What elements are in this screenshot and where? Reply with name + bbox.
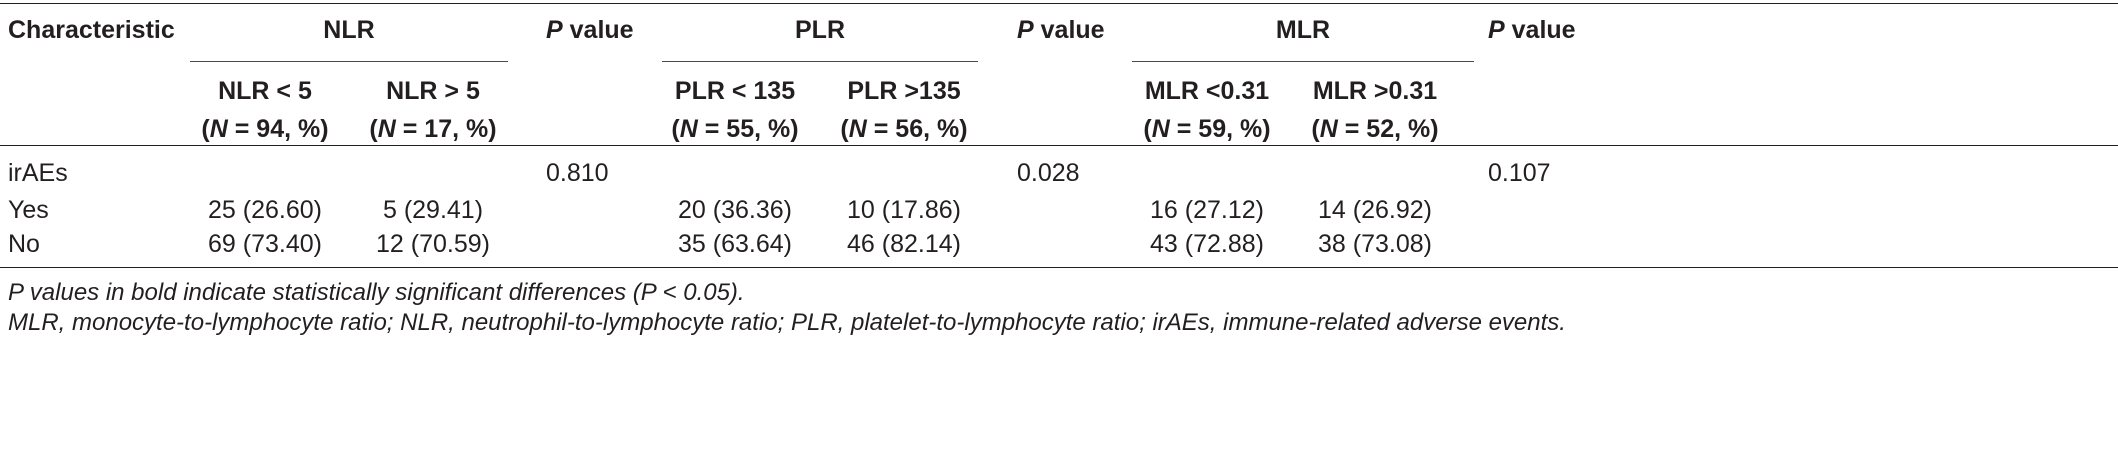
- footnote-significance: P values in bold indicate statistically …: [8, 279, 745, 306]
- subheader-plr-low: PLR < 135 (N = 55, %): [671, 72, 798, 148]
- p-italic: P: [546, 16, 563, 44]
- plr-group-header: PLR: [795, 16, 845, 44]
- subheader-label: NLR < 5: [218, 77, 312, 105]
- subheader-mlr-high: MLR >0.31 (N = 52, %): [1311, 72, 1438, 148]
- subheader-label: MLR >0.31: [1312, 77, 1438, 105]
- subheader-n: (N = 17, %): [369, 115, 497, 143]
- subheader-nlr-high: NLR > 5 (N = 17, %): [369, 72, 496, 148]
- row-label-no: No: [8, 230, 40, 258]
- table-cell: 25 (26.60): [208, 196, 322, 224]
- table-cell: 14 (26.92): [1318, 196, 1432, 224]
- table-bottom-rule: [0, 267, 2118, 268]
- nlr-group-header: NLR: [323, 16, 375, 44]
- subheader-label: PLR < 135: [674, 77, 796, 105]
- p-italic: P: [1488, 16, 1505, 44]
- table-cell: 46 (82.14): [847, 230, 961, 258]
- p-value-nlr: 0.810: [546, 159, 609, 187]
- p-rest: value: [1504, 16, 1576, 44]
- table-cell: 12 (70.59): [376, 230, 490, 258]
- subheader-mlr-low: MLR <0.31 (N = 59, %): [1143, 72, 1270, 148]
- p-value-header-nlr: P value: [546, 15, 634, 45]
- subheader-n: (N = 59, %): [1143, 115, 1271, 143]
- table-cell: 35 (63.64): [678, 230, 792, 258]
- subheader-nlr-low: NLR < 5 (N = 94, %): [201, 72, 328, 148]
- mlr-group-header: MLR: [1275, 16, 1331, 44]
- footnote-abbreviations: MLR, monocyte-to-lymphocyte ratio; NLR, …: [8, 309, 1566, 336]
- header-bottom-rule: [0, 145, 2118, 146]
- table-cell: 16 (27.12): [1150, 196, 1264, 224]
- p-rest: value: [1033, 16, 1105, 44]
- table-cell: 38 (73.08): [1318, 230, 1432, 258]
- table-cell: 69 (73.40): [208, 230, 322, 258]
- characteristic-header: Characteristic: [8, 16, 175, 44]
- p-value-header-mlr: P value: [1488, 15, 1576, 45]
- plr-group-underline: [662, 61, 978, 62]
- subheader-label: PLR >135: [847, 77, 961, 105]
- p-value-header-plr: P value: [1017, 15, 1105, 45]
- nlr-group-underline: [190, 61, 508, 62]
- p-rest: value: [562, 16, 634, 44]
- subheader-n: (N = 94, %): [201, 115, 329, 143]
- subheader-plr-high: PLR >135 (N = 56, %): [840, 72, 967, 148]
- subheader-n: (N = 52, %): [1311, 115, 1439, 143]
- top-rule: [0, 3, 2118, 4]
- p-value-mlr: 0.107: [1488, 159, 1551, 187]
- row-label-yes: Yes: [8, 196, 49, 224]
- mlr-group-underline: [1132, 61, 1474, 62]
- p-italic: P: [1017, 16, 1034, 44]
- table-cell: 10 (17.86): [847, 196, 961, 224]
- table-cell: 5 (29.41): [382, 196, 484, 224]
- subheader-n: (N = 56, %): [840, 115, 968, 143]
- table-cell: 43 (72.88): [1150, 230, 1264, 258]
- table-cell: 20 (36.36): [678, 196, 792, 224]
- p-value-plr: 0.028: [1017, 159, 1080, 187]
- subheader-label: MLR <0.31: [1144, 77, 1270, 105]
- subheader-n: (N = 55, %): [671, 115, 799, 143]
- row-label-iraes: irAEs: [8, 159, 68, 187]
- subheader-label: NLR > 5: [386, 77, 480, 105]
